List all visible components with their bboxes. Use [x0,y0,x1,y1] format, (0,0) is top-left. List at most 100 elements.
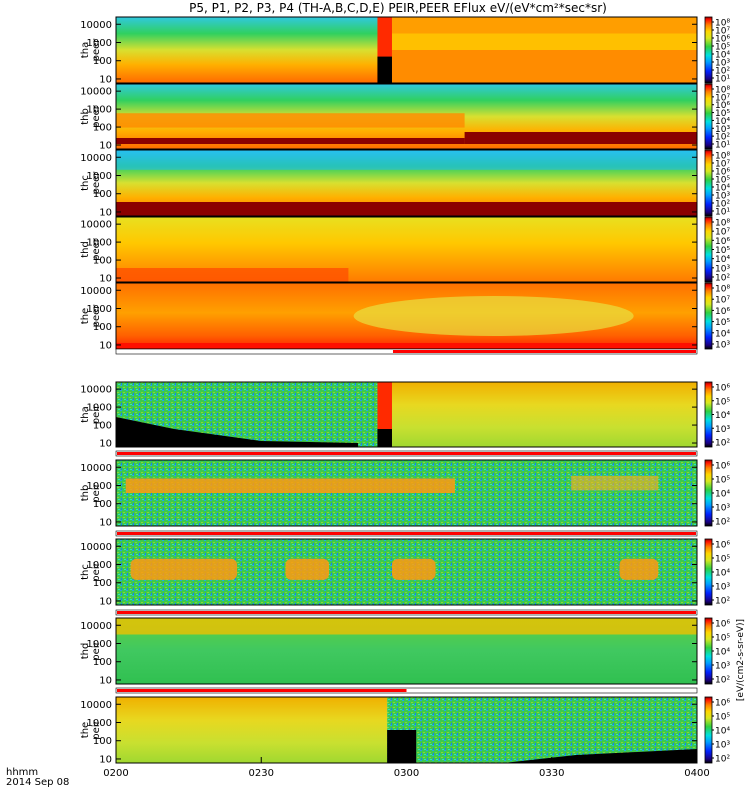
colorbar-tick-label: 10⁸ [715,285,730,295]
colorbar-tick-label: 10² [715,439,730,449]
y-axis-label: the [80,308,91,324]
y-tick-label: 1000 [87,238,112,249]
colorbar [704,617,713,685]
y-tick-label: 10 [99,74,112,85]
y-tick-label: 10000 [80,621,112,632]
colorbar-tick-label: 10² [715,518,730,528]
x-tick-label: 0400 [684,768,709,779]
colorbar-tick-label: 10⁷ [715,27,730,37]
colorbar [704,696,713,764]
y-tick-label: 1000 [87,481,112,492]
spectrogram-panel-the-peir: 10000 1000 100 10 the peir 10⁶ 10⁵ 10⁴ 10³ 10² [80,696,730,765]
panel-frame [115,617,698,685]
y-axis-label: the [80,722,91,738]
colorbar-tick-label: 10³ [715,59,730,69]
colorbar-tick-label: 10³ [715,583,730,593]
colorbar [704,381,713,448]
colorbar-tick-label: 10⁶ [715,35,730,45]
y-tick-label: 10 [99,675,112,686]
colorbar-tick-label: 10⁴ [715,727,730,737]
x-tick-label: 0330 [539,768,564,779]
y-tick-label: 10000 [80,700,112,711]
colorbar [704,282,713,350]
y-tick-label: 10000 [80,286,112,297]
status-stripe [115,348,698,355]
colorbar-tick-label: 10⁶ [715,462,730,472]
colorbar-tick-label: 10² [715,597,730,607]
x-tick-label: 0230 [249,768,274,779]
y-tick-label: 10000 [80,20,112,31]
colorbar-tick-label: 10³ [715,741,730,751]
chart-title: P5, P1, P2, P3, P4 (TH-A,B,C,D,E) PEIR,P… [189,1,607,15]
y-axis-label: peir [91,404,102,424]
colorbar-tick-label: 10⁵ [715,318,730,328]
panel-frame [115,149,698,217]
colorbar-tick-label: 10⁵ [715,476,730,486]
colorbar-tick-label: 10⁶ [715,101,730,111]
colorbar-tick-label: 10⁴ [715,329,730,339]
y-axis-label: thb [80,485,91,502]
y-tick-label: 10 [99,596,112,607]
y-tick-label: 100 [93,421,112,432]
colorbar-tick-label: 10⁸ [715,86,730,96]
y-tick-label: 100 [93,256,112,267]
colorbar-tick-label: 10⁵ [715,109,730,119]
y-tick-label: 100 [93,322,112,333]
x-tick-label: 0200 [103,768,128,779]
y-axis-label: thc [80,175,91,191]
colorbar-tick-label: 10⁶ [715,237,730,247]
colorbar-tick-label: 10² [715,67,730,77]
y-tick-label: 1000 [87,403,112,414]
y-tick-label: 1000 [87,105,112,116]
y-tick-label: 10000 [80,153,112,164]
x-tick-label: 0300 [394,768,419,779]
colorbar [704,149,713,217]
colorbar-tick-label: 10³ [715,662,730,672]
y-tick-label: 100 [93,56,112,67]
colorbar-tick-label: 10⁶ [715,384,730,394]
y-axis-label: peir [91,561,102,581]
colorbar-tick-label: 10⁵ [715,713,730,723]
y-tick-label: 1000 [87,171,112,182]
y-tick-label: 100 [93,657,112,668]
y-tick-label: 100 [93,189,112,200]
colorbar [704,16,713,84]
colorbar-tick-label: 10¹ [715,75,730,85]
colorbar-tick-label: 10³ [715,425,730,435]
y-axis-label: peer [91,304,102,328]
colorbar-tick-label: 10⁴ [715,117,730,127]
y-tick-label: 10000 [80,463,112,474]
colorbar-tick-label: 10² [715,676,730,686]
colorbar-tick-label: 10⁵ [715,634,730,644]
colorbar-tick-label: 10⁵ [715,397,730,407]
panel-frame [115,83,698,150]
spectrogram-panel-tha-peir: 10000 1000 100 10 tha peir 10⁶ 10⁵ 10⁴ 10³ 10² [80,381,730,450]
colorbar-tick-label: 10⁶ [715,307,730,317]
colorbar-tick-label: 10⁵ [715,246,730,256]
status-stripe [115,450,698,457]
colorbar-tick-label: 10⁵ [715,555,730,565]
colorbar-tick-label: 10⁴ [715,648,730,658]
y-tick-label: 10 [99,754,112,765]
y-axis-label: thd [80,643,91,660]
status-stripe [115,530,698,537]
spectrogram-panel-thc-peir: 10000 1000 100 10 thc peir 10⁶ 10⁵ 10⁴ 10³ 10² [80,538,730,607]
colorbar-tick-label: 10⁶ [715,541,730,551]
panel-frame [115,538,698,606]
y-axis-label: peer [91,104,102,128]
colorbar-tick-label: 10⁴ [715,51,730,61]
colorbar [704,459,713,527]
colorbar-tick-label: 10³ [715,192,730,202]
colorbar-tick-label: 10⁵ [715,43,730,53]
y-tick-label: 10 [99,141,112,152]
y-axis-label: peer [91,38,102,62]
colorbar-units-label: [eV/(cm2-s-sr-eV)] [736,619,746,701]
colorbar-tick-label: 10⁷ [715,160,730,170]
colorbar-tick-label: 10² [715,200,730,210]
colorbar-tick-label: 10⁴ [715,569,730,579]
colorbar-tick-label: 10³ [715,341,730,351]
y-axis-label: tha [80,406,91,422]
